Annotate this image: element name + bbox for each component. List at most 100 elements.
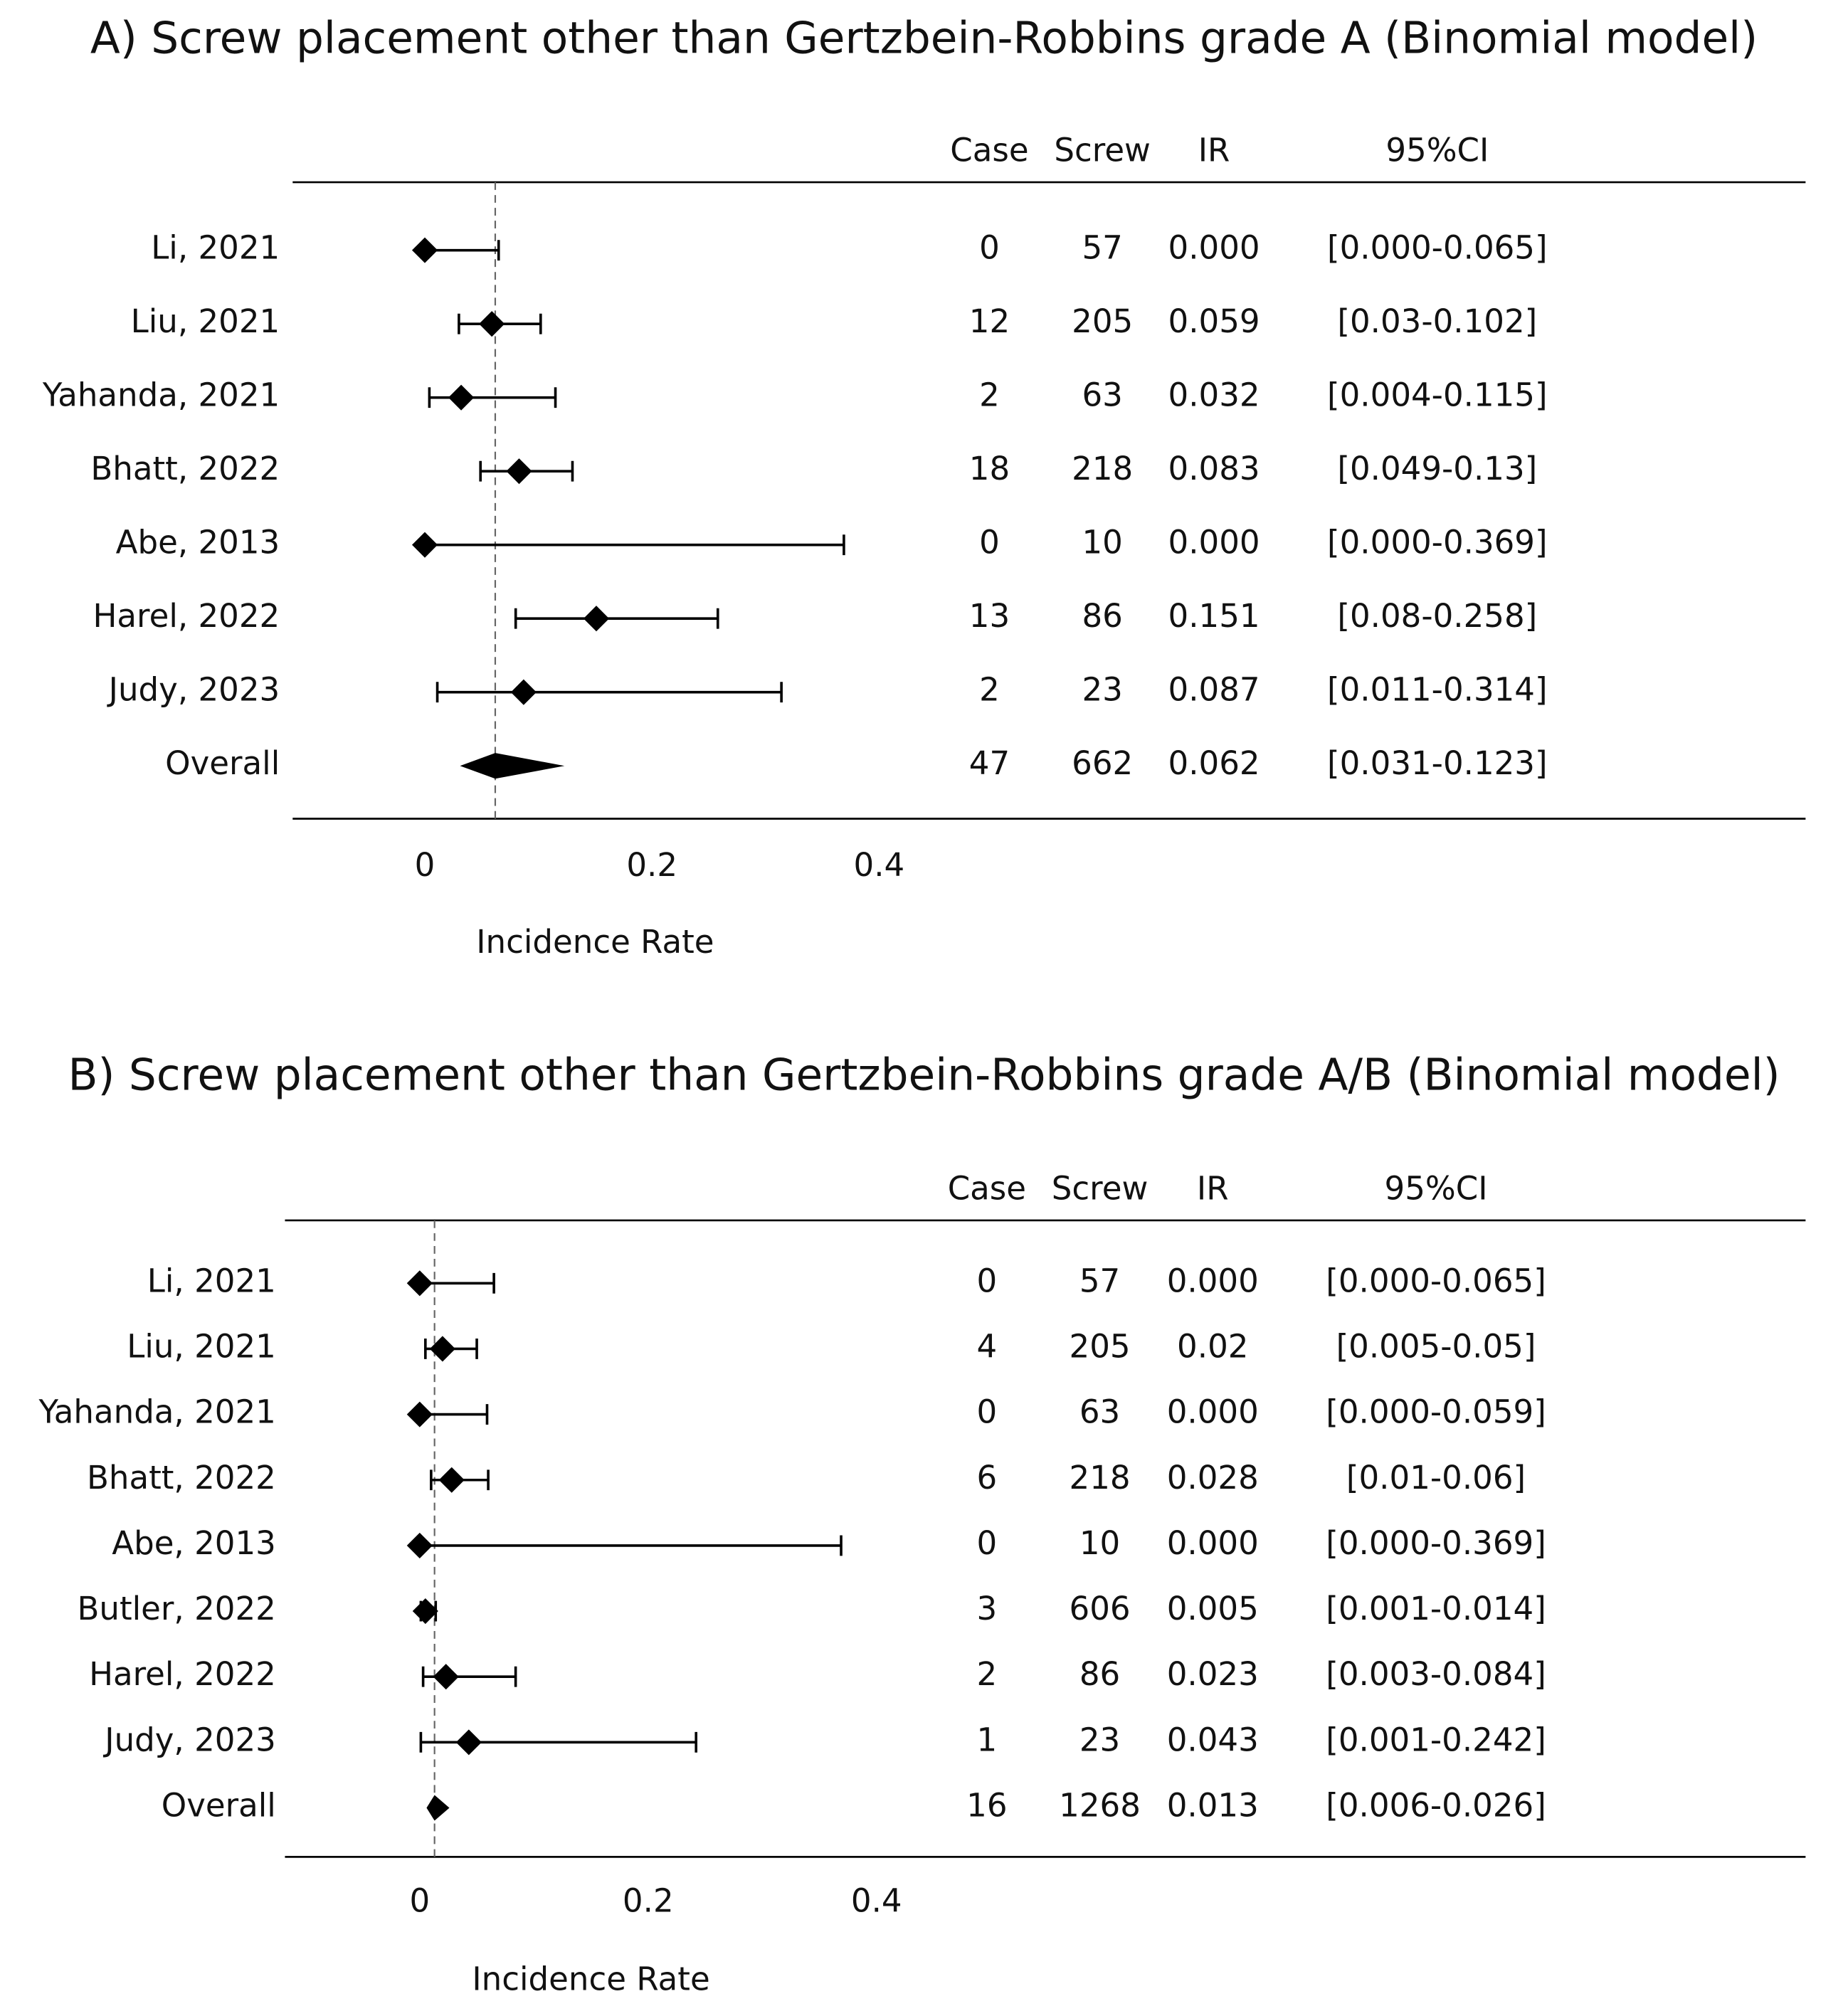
point-estimate (510, 679, 537, 705)
ir-label: 0.000 (1168, 229, 1260, 267)
study-label: Yahanda, 2021 (38, 1393, 275, 1431)
ir-label: 0.000 (1167, 1393, 1259, 1431)
screw-count: 57 (1082, 229, 1122, 267)
study-label: Liu, 2021 (127, 1327, 276, 1365)
case-count: 47 (969, 744, 1010, 782)
column-header: 95%CI (1385, 1169, 1488, 1207)
point-estimate (411, 237, 438, 263)
column-header: IR (1197, 1169, 1229, 1207)
study-label: Judy, 2023 (107, 671, 280, 709)
screw-count: 218 (1070, 1459, 1131, 1497)
study-label: Butler, 2022 (77, 1590, 275, 1627)
ci-label: [0.03-0.102] (1337, 302, 1537, 340)
ci-label: [0.005-0.05] (1336, 1327, 1536, 1365)
panel-title: B) Screw placement other than Gertzbein-… (68, 1050, 1780, 1100)
ci-label: [0.000-0.369] (1326, 1524, 1546, 1562)
screw-count: 10 (1079, 1524, 1120, 1562)
case-count: 4 (977, 1327, 998, 1365)
ci-label: [0.006-0.026] (1326, 1787, 1546, 1825)
study-label: Harel, 2022 (89, 1655, 276, 1693)
ci-label: [0.000-0.059] (1326, 1393, 1546, 1431)
ci-label: [0.011-0.314] (1327, 671, 1548, 709)
ci-label: [0.000-0.065] (1326, 1262, 1546, 1299)
screw-count: 606 (1070, 1590, 1131, 1627)
ci-label: [0.003-0.084] (1326, 1655, 1546, 1693)
case-count: 0 (979, 229, 1000, 267)
case-count: 6 (977, 1459, 998, 1497)
ci-whisker (514, 608, 719, 629)
screw-count: 205 (1072, 302, 1133, 340)
panel-title: A) Screw placement other than Gertzbein-… (90, 13, 1758, 63)
ir-label: 0.083 (1168, 450, 1260, 487)
ir-label: 0.013 (1167, 1787, 1259, 1825)
screw-count: 57 (1079, 1262, 1120, 1299)
ir-label: 0.087 (1168, 671, 1260, 709)
case-count: 0 (977, 1262, 998, 1299)
ci-label: [0.049-0.13] (1337, 450, 1537, 487)
case-count: 0 (977, 1524, 998, 1562)
ci-whisker (428, 387, 557, 408)
case-count: 0 (977, 1393, 998, 1431)
point-estimate (583, 606, 610, 632)
x-tick-label: 0 (409, 1882, 430, 1919)
ir-label: 0.023 (1167, 1655, 1259, 1693)
point-estimate (455, 1729, 482, 1756)
study-label: Overall (165, 744, 280, 782)
case-count: 18 (969, 450, 1010, 487)
ci-whisker (435, 682, 783, 703)
case-count: 3 (977, 1590, 998, 1627)
ir-label: 0.02 (1177, 1327, 1248, 1365)
point-estimate (412, 1598, 438, 1625)
ir-label: 0.059 (1168, 302, 1260, 340)
case-count: 2 (979, 376, 1000, 414)
screw-count: 23 (1082, 671, 1122, 709)
column-header: 95%CI (1385, 132, 1489, 169)
case-count: 0 (979, 524, 1000, 561)
ci-label: [0.000-0.065] (1327, 229, 1548, 267)
study-label: Overall (162, 1787, 276, 1825)
point-estimate (411, 532, 438, 558)
study-label: Bhatt, 2022 (90, 450, 280, 487)
column-header: Screw (1054, 132, 1151, 169)
ir-label: 0.000 (1167, 1262, 1259, 1299)
x-tick-label: 0.2 (623, 1882, 674, 1919)
screw-count: 1268 (1059, 1787, 1141, 1825)
ci-label: [0.000-0.369] (1327, 524, 1548, 561)
ci-whisker (418, 1535, 843, 1556)
overall-diamond (426, 1795, 450, 1821)
study-label: Li, 2021 (151, 229, 280, 267)
ci-label: [0.01-0.06] (1346, 1459, 1526, 1497)
x-tick-label: 0 (415, 846, 435, 884)
screw-count: 23 (1079, 1721, 1120, 1758)
ir-label: 0.028 (1167, 1459, 1259, 1497)
screw-count: 63 (1082, 376, 1122, 414)
case-count: 1 (977, 1721, 998, 1758)
study-label: Bhatt, 2022 (87, 1459, 276, 1497)
point-estimate (438, 1467, 465, 1493)
ci-label: [0.001-0.242] (1326, 1721, 1546, 1758)
study-label: Abe, 2013 (116, 524, 280, 561)
case-count: 16 (966, 1787, 1007, 1825)
point-estimate (406, 1401, 433, 1427)
case-count: 2 (979, 671, 1000, 709)
point-estimate (406, 1532, 433, 1558)
case-count: 2 (977, 1655, 998, 1693)
point-estimate (433, 1664, 459, 1690)
study-label: Yahanda, 2021 (42, 376, 280, 414)
study-label: Harel, 2022 (93, 597, 280, 635)
overall-diamond (460, 753, 565, 779)
ir-label: 0.062 (1168, 744, 1260, 782)
ci-label: [0.004-0.115] (1327, 376, 1548, 414)
x-tick-label: 0.2 (626, 846, 677, 884)
ir-label: 0.043 (1167, 1721, 1259, 1758)
column-header: Case (950, 132, 1028, 169)
study-label: Judy, 2023 (102, 1721, 276, 1758)
study-label: Abe, 2013 (112, 1524, 276, 1562)
screw-count: 86 (1082, 597, 1122, 635)
screw-count: 10 (1082, 524, 1122, 561)
ir-label: 0.005 (1167, 1590, 1259, 1627)
ir-label: 0.151 (1168, 597, 1260, 635)
ir-label: 0.000 (1167, 1524, 1259, 1562)
